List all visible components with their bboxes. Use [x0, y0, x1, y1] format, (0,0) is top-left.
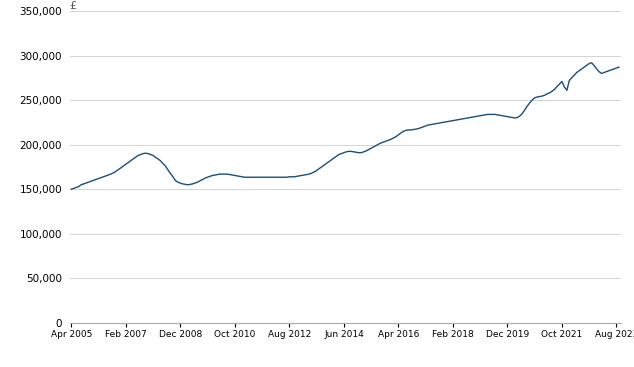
Text: £: £ [70, 1, 77, 11]
